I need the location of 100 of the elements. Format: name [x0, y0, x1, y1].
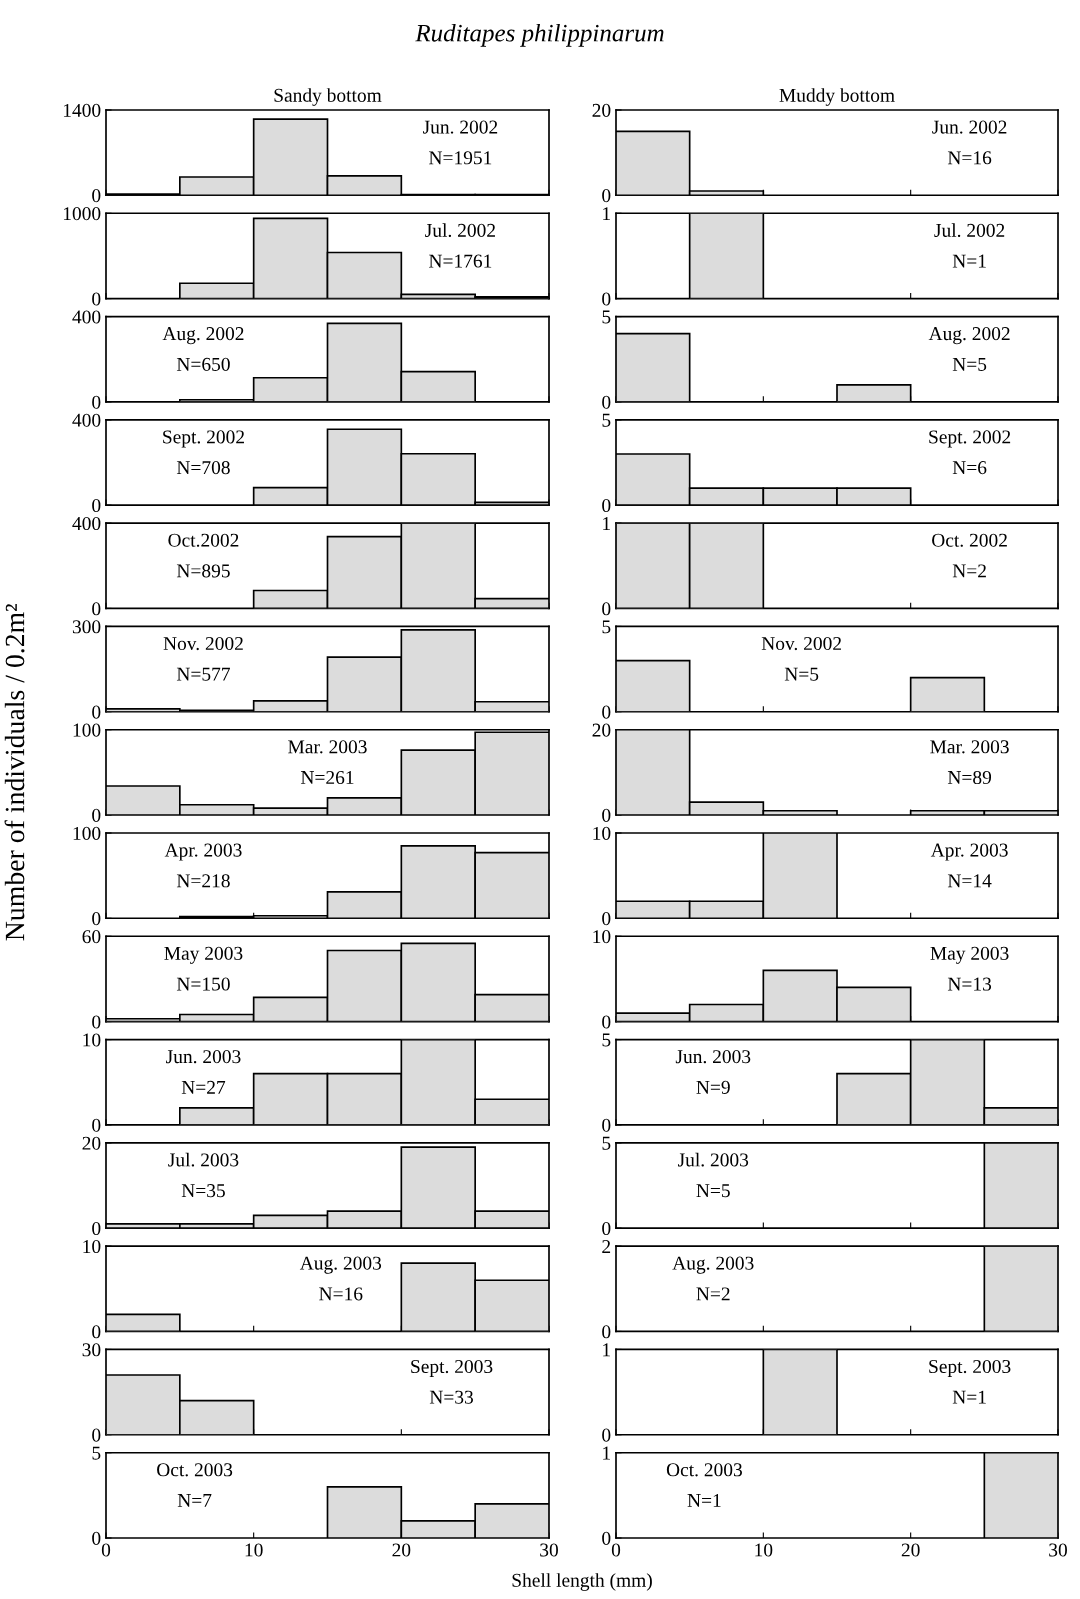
annotation: N=2: [952, 564, 986, 578]
annotation: Nov. 2002: [761, 636, 841, 651]
annotation: Jul. 2003: [168, 1152, 239, 1167]
annotation: Oct.2002: [168, 533, 239, 547]
y-tick-label: 0: [602, 705, 611, 719]
annotation: Jun. 2002: [423, 120, 498, 134]
y-tick-label: 0: [602, 498, 611, 513]
y-tick-label: 5: [602, 1033, 611, 1047]
y-tick-label: 100: [73, 723, 101, 737]
y-tick-label: 5: [92, 1446, 101, 1460]
annotation: Mar. 2003: [930, 740, 1009, 754]
y-tick-label: 0: [602, 912, 611, 926]
annotation: N=2: [696, 1287, 730, 1301]
y-tick-label: 0: [92, 189, 101, 203]
annotation: Oct. 2003: [157, 1463, 233, 1477]
annotation: Aug. 2002: [162, 327, 244, 345]
y-tick-label: 0: [602, 1118, 611, 1132]
y-tick-label: 5: [602, 310, 611, 324]
y-tick-label: 0: [92, 705, 101, 719]
annotation: N=16: [947, 151, 992, 165]
annotation: Oct. 2002: [932, 533, 1007, 547]
chart-subtitle: Sandy bottom: [274, 88, 382, 106]
annotation: N=7: [177, 1494, 212, 1507]
y-tick-label: 20: [592, 103, 611, 117]
annotation: Oct. 2003: [666, 1463, 742, 1477]
x-tick-label: 10: [245, 1543, 263, 1557]
y-axis-title: Number of individuals / 0.2m²: [4, 604, 25, 941]
y-tick-label: 10: [83, 1239, 101, 1254]
annotation: N=16: [319, 1287, 363, 1301]
annotation: May 2003: [164, 946, 243, 964]
y-tick-label: 0: [602, 395, 611, 409]
y-tick-label: 1000: [63, 207, 101, 221]
y-tick-label: 0: [602, 808, 611, 822]
annotation: Aug. 2003: [299, 1256, 382, 1274]
annotation: Nov. 2002: [163, 636, 243, 651]
y-tick-label: 2: [602, 1240, 611, 1253]
annotation: Apr. 2003: [930, 843, 1008, 861]
x-tick-label: 30: [1049, 1543, 1067, 1557]
y-tick-label: 400: [72, 516, 101, 531]
y-tick-label: 1: [603, 1446, 610, 1460]
y-tick-label: 5: [602, 413, 611, 427]
annotation: N=1: [952, 1390, 986, 1404]
annotation: Jul. 2002: [425, 223, 495, 237]
annotation: N=1761: [429, 254, 492, 268]
annotation: Sept. 2003: [929, 1359, 1011, 1378]
y-tick-label: 100: [73, 826, 101, 840]
annotation: Aug. 2003: [672, 1256, 754, 1274]
annotation: N=35: [181, 1184, 225, 1198]
chart-subtitle: Muddy bottom: [779, 88, 895, 106]
y-tick-label: 0: [92, 1531, 101, 1545]
x-tick-label: 0: [101, 1543, 111, 1557]
y-tick-label: 0: [602, 1221, 611, 1236]
annotation: N=150: [176, 977, 230, 991]
annotation: N=13: [947, 977, 992, 991]
x-tick-label: 30: [540, 1543, 558, 1557]
y-tick-label: 0: [92, 498, 101, 513]
annotation: N=5: [696, 1184, 730, 1198]
annotation: N=6: [952, 461, 987, 475]
y-tick-label: 0: [92, 395, 101, 409]
y-tick-label: 1: [603, 1343, 610, 1357]
chart-title: Ruditapes philippinarum: [415, 24, 664, 47]
annotation: N=708: [176, 461, 230, 475]
y-tick-label: 1400: [63, 103, 101, 117]
annotation: N=1951: [429, 151, 492, 165]
y-tick-label: 400: [72, 310, 101, 324]
y-tick-label: 10: [593, 826, 611, 840]
annotation: N=1: [687, 1494, 721, 1507]
annotation: Jul. 2003: [678, 1152, 749, 1167]
y-tick-label: 0: [92, 292, 101, 306]
y-tick-label: 30: [82, 1343, 101, 1357]
annotation: Jun. 2003: [675, 1050, 751, 1064]
y-tick-label: 0: [602, 292, 611, 306]
x-tick-label: 10: [755, 1543, 773, 1557]
annotation: N=5: [952, 357, 987, 371]
annotation: Mar. 2003: [288, 740, 367, 754]
x-tick-label: 20: [392, 1543, 411, 1557]
x-tick-label: 20: [901, 1543, 920, 1557]
y-tick-label: 0: [602, 1015, 611, 1029]
annotation: N=218: [176, 874, 230, 888]
annotation: N=650: [176, 357, 230, 371]
annotation: N=89: [947, 770, 992, 785]
annotation: N=261: [300, 770, 354, 785]
annotation: N=27: [181, 1080, 226, 1094]
y-tick-label: 20: [592, 723, 611, 737]
y-tick-label: 20: [82, 1136, 101, 1150]
y-tick-label: 1: [603, 517, 610, 530]
x-axis-title: Shell length (mm): [512, 1573, 652, 1591]
annotation: N=577: [176, 667, 230, 681]
y-tick-label: 0: [92, 1015, 101, 1029]
annotation: Jun. 2003: [166, 1050, 241, 1064]
y-tick-label: 0: [92, 1325, 101, 1339]
annotation: N=9: [696, 1080, 730, 1094]
annotation: N=895: [176, 564, 230, 578]
y-tick-label: 0: [92, 912, 101, 926]
annotation: Jun. 2002: [932, 120, 1007, 134]
y-tick-label: 5: [602, 620, 611, 634]
y-tick-label: 0: [602, 602, 611, 616]
y-tick-label: 5: [602, 1136, 611, 1150]
annotation: N=33: [429, 1390, 474, 1404]
annotation: Apr. 2003: [164, 843, 242, 861]
